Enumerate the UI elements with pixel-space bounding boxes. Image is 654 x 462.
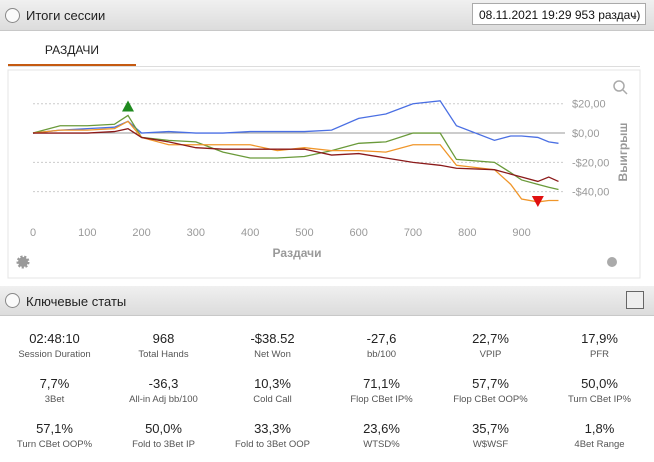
series-line — [33, 127, 559, 183]
stat-value: 7,7% — [39, 376, 70, 391]
series-line — [32, 100, 559, 144]
stat: 17,9% PFR — [545, 331, 654, 360]
stat: 10,3% Cold Call — [218, 376, 327, 405]
dropdown-arrow: ⌄ — [628, 8, 639, 22]
stat-label: 4Bet Range — [574, 439, 625, 450]
tab-divider — [8, 66, 640, 67]
x-tick-label: 500 — [295, 227, 313, 239]
x-tick-label: 200 — [132, 227, 150, 239]
stat-label: Cold Call — [253, 394, 292, 405]
stat-label: VPIP — [479, 349, 502, 360]
stat: -$38.52 Net Won — [218, 331, 327, 360]
chart-frame — [7, 69, 641, 279]
min-marker — [531, 195, 544, 207]
stat-label: Fold to 3Bet IP — [132, 439, 195, 450]
session-dropdown[interactable]: 08.11.2021 19:29 953 раздач) ⌄ — [472, 3, 646, 25]
zoom-icon-handle — [622, 89, 628, 95]
stat-value: 57,7% — [472, 376, 509, 391]
stat-value: -27,6 — [366, 331, 397, 346]
y-tick-label: -$20,00 — [572, 157, 609, 169]
stat-label: Flop CBet OOP% — [453, 394, 528, 405]
stat-label: Session Duration — [18, 349, 91, 360]
stat-value: 22,7% — [472, 331, 509, 346]
stat-value: 17,9% — [581, 331, 618, 346]
stat-value: -$38.52 — [250, 331, 295, 346]
x-tick-label: 600 — [350, 227, 368, 239]
stat: 35,7% W$WSF — [436, 421, 545, 450]
x-tick-label: 400 — [241, 227, 259, 239]
stat-label: bb/100 — [366, 349, 397, 360]
stat: 22,7% VPIP — [436, 331, 545, 360]
stat-label: Turn CBet OOP% — [16, 439, 93, 450]
stat-label: PFR — [590, 349, 609, 360]
y-tick-label: -$40,00 — [572, 187, 609, 199]
stat-value: -36,3 — [148, 376, 179, 391]
collapse-button[interactable] — [5, 8, 20, 23]
x-tick-label: 100 — [78, 227, 96, 239]
stat: 968 Total Hands — [109, 331, 218, 360]
stat-label: WTSD% — [363, 439, 400, 450]
stat: 50,0% Fold to 3Bet IP — [109, 421, 218, 450]
stat-value: 50,0% — [581, 376, 618, 391]
x-tick-label: 300 — [187, 227, 205, 239]
y-axis-label: Выигрыш — [616, 123, 630, 182]
collapse-button[interactable] — [5, 293, 20, 308]
stat-value: 23,6% — [363, 421, 400, 436]
stat: 57,1% Turn CBet OOP% — [0, 421, 109, 450]
stat-value: 71,1% — [363, 376, 400, 391]
session-title: Итоги сессии — [26, 8, 106, 23]
x-tick-label: 0 — [30, 227, 36, 239]
x-tick-label: 700 — [404, 227, 422, 239]
chart: Раздачи Выигрыш -$40,00 -$20,00 $0,00 $20,0… — [7, 69, 641, 279]
max-marker — [122, 100, 134, 112]
stat-value: 35,7% — [472, 421, 509, 436]
settings-icon[interactable] — [16, 255, 30, 269]
stat-label: Flop CBet IP% — [350, 394, 413, 405]
info-icon[interactable] — [607, 257, 617, 267]
stat-label: Total Hands — [138, 349, 189, 360]
stat: 57,7% Flop CBet OOP% — [436, 376, 545, 405]
stat: 7,7% 3Bet — [0, 376, 109, 405]
stat: 71,1% Flop CBet IP% — [327, 376, 436, 405]
stat: 02:48:10 Session Duration — [0, 331, 109, 360]
tab[interactable]: РАЗДАЧИ — [8, 36, 136, 66]
stat-label: Net Won — [254, 349, 291, 360]
x-tick-label: 800 — [458, 227, 476, 239]
x-axis-label: Раздачи — [273, 246, 322, 260]
stat-label: W$WSF — [472, 439, 509, 450]
stat-value: 33,3% — [254, 421, 291, 436]
layout-toggle[interactable] — [626, 291, 644, 309]
y-tick-label: $20,00 — [572, 99, 606, 111]
stat-label: All-in Adj bb/100 — [129, 394, 198, 405]
stats-header: Ключевые статы — [0, 286, 654, 316]
stat-value: 1,8% — [584, 421, 615, 436]
session-header: Итоги сессии 08.11.2021 19:29 953 раздач… — [0, 0, 654, 31]
stat-label: 3Bet — [44, 394, 65, 405]
stat-value: 50,0% — [145, 421, 182, 436]
stat: 50,0% Turn CBet IP% — [545, 376, 654, 405]
stats-title: Ключевые статы — [26, 294, 127, 309]
series-line — [32, 120, 559, 203]
zoom-icon[interactable] — [613, 80, 625, 92]
stat: -27,6 bb/100 — [327, 331, 436, 360]
stat-value: 02:48:10 — [29, 331, 80, 346]
stat-value: 10,3% — [254, 376, 291, 391]
stat: 1,8% 4Bet Range — [545, 421, 654, 450]
session-select: 08.11.2021 19:29 953 раздач) — [479, 8, 641, 22]
stat-value: 57,1% — [36, 421, 73, 436]
stat-label: Turn CBet IP% — [567, 394, 631, 405]
x-tick-label: 900 — [512, 227, 530, 239]
stat-label: Fold to 3Bet OOP — [235, 439, 310, 450]
series-line — [32, 114, 559, 191]
stat: -36,3 All-in Adj bb/100 — [109, 376, 218, 405]
y-tick-label: $0,00 — [572, 128, 600, 140]
stat: 33,3% Fold to 3Bet OOP — [218, 421, 327, 450]
stat-value: 968 — [152, 331, 175, 346]
stat: 23,6% WTSD% — [327, 421, 436, 450]
